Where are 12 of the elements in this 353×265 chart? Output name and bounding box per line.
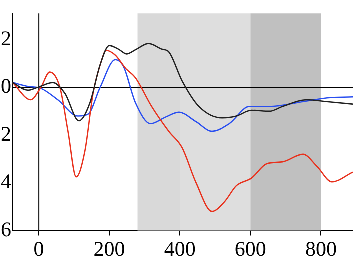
y-tick-label: 0 — [1, 74, 12, 98]
y-tick-label: 2 — [1, 122, 12, 146]
y-tick-label: 4 — [1, 170, 12, 194]
x-tick-label: 400 — [164, 236, 196, 261]
line-series — [12, 59, 353, 132]
x-tick-label: 600 — [234, 236, 266, 261]
line-series — [12, 50, 353, 212]
y-tick-label: 2 — [1, 26, 12, 50]
x-tick-label: 800 — [305, 236, 337, 261]
y-tick-label: 6 — [1, 217, 12, 242]
x-tick-label: 200 — [94, 236, 126, 261]
x-tick-label: 0 — [34, 236, 44, 261]
